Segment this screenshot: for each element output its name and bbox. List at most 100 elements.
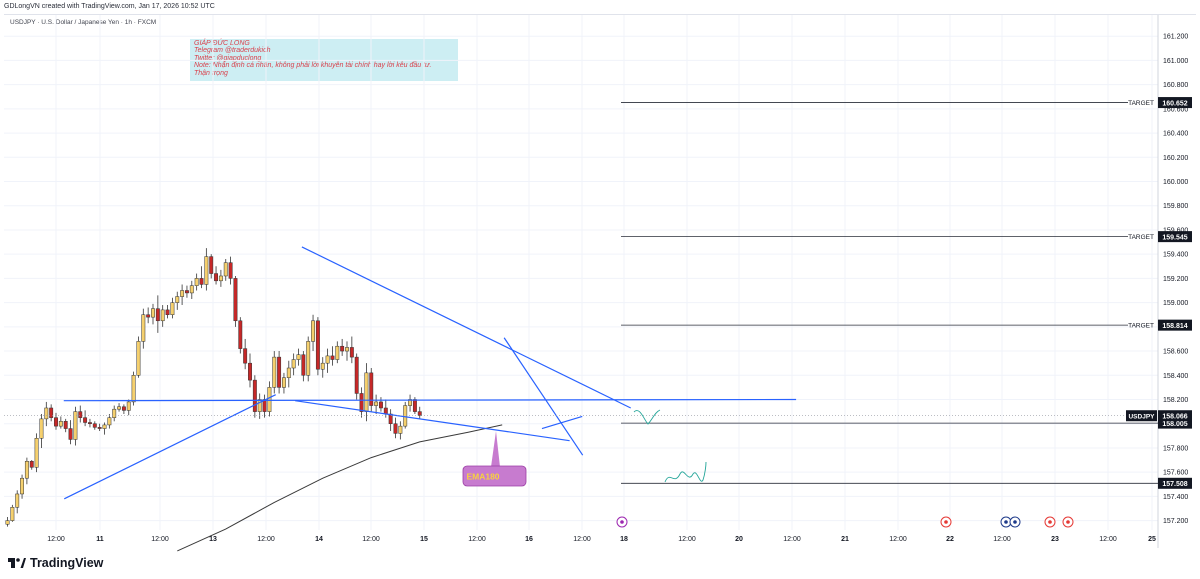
candle-body [10, 507, 15, 521]
candle-body [306, 341, 311, 376]
candle-body [136, 341, 141, 376]
candle-up [126, 399, 131, 416]
price-tick-label: 158.400 [1163, 373, 1188, 380]
candle-body [330, 355, 335, 360]
candle-down [252, 375, 257, 418]
candle-up [267, 381, 272, 417]
candle-up [117, 403, 121, 412]
tradingview-logo-text: TradingView [30, 556, 104, 570]
candle-up [151, 303, 155, 325]
price-tick-label: 160.000 [1163, 179, 1188, 186]
candle-body [238, 320, 243, 349]
candle-up [58, 416, 63, 429]
candle-up [180, 284, 185, 306]
candle-body [78, 411, 83, 418]
candle-body [83, 417, 88, 423]
candle-down [92, 421, 97, 430]
candle-down [315, 317, 320, 376]
candle-body [34, 438, 39, 468]
candle-body [165, 309, 170, 315]
candle-body [282, 377, 286, 388]
chart-credit: GDLongVN created with TradingView.com, J… [4, 3, 215, 10]
level-price-badge-text: 158.005 [1162, 421, 1187, 428]
candle-up [141, 308, 146, 349]
time-tick-label: 12:00 [468, 536, 486, 543]
candle-body [349, 347, 354, 358]
price-tick-label: 157.600 [1163, 470, 1188, 477]
candle-up [282, 372, 286, 394]
candle-body [49, 407, 54, 418]
candle-up [73, 406, 78, 446]
candle-body [107, 417, 112, 426]
price-tick-label: 157.800 [1163, 445, 1188, 452]
candle-body [354, 356, 359, 394]
candle-body [345, 347, 349, 352]
price-tick-label: 160.400 [1163, 131, 1188, 138]
target-price-badge-bg [1158, 231, 1192, 243]
price-tick-label: 159.200 [1163, 276, 1188, 283]
candle-down [354, 353, 359, 400]
chart-frame [4, 14, 1196, 548]
tradingview-brand[interactable]: TradingView [8, 556, 103, 570]
symbol-description[interactable]: USDJPY · U.S. Dollar / Japanese Yen · 1h… [10, 19, 157, 26]
candle-up [403, 401, 408, 429]
target-label: TARGET [1128, 234, 1154, 241]
candle-body [160, 309, 165, 322]
event-marker-22-dot [944, 520, 948, 524]
candle-body [126, 401, 131, 411]
last-price-badge-bg [1158, 410, 1192, 422]
candle-body [92, 423, 97, 428]
drawings-layer: TARGET TARGET TARGET EMA180 [4, 100, 1158, 500]
note-telegram: Telegram @traderdukich [194, 47, 271, 55]
candle-body [374, 401, 379, 406]
candle-body [408, 399, 413, 406]
candle-up [291, 353, 296, 376]
candle-down [185, 285, 189, 298]
time-tick-label: 12:00 [573, 536, 591, 543]
candle-body [383, 407, 388, 415]
candle-up [24, 457, 29, 485]
candle-down [121, 404, 126, 415]
candle-body [209, 256, 214, 274]
price-tick-label: 160.800 [1163, 82, 1188, 89]
candle-body [267, 387, 272, 412]
event-marker-flag-us-1-dot [1004, 520, 1008, 524]
candle-body [296, 354, 301, 360]
candle-body [131, 375, 136, 403]
candle-down [83, 410, 88, 427]
candle-up [408, 394, 413, 412]
target-price-badge-bg [1158, 319, 1192, 331]
candle-body [291, 359, 296, 369]
candle-up [257, 393, 262, 419]
price-tick-label: 157.200 [1163, 518, 1188, 525]
candle-body [286, 367, 291, 378]
candle-up [223, 259, 228, 281]
candle-up [364, 363, 369, 422]
candle-body [146, 314, 151, 318]
candle-up [272, 351, 277, 394]
event-marker-flag-us-2-dot [1013, 520, 1017, 524]
level-price-badge-bg [1158, 417, 1192, 429]
candle-down [63, 418, 68, 433]
candle-down [277, 351, 282, 394]
candle-down [301, 351, 306, 382]
candle-body [214, 273, 219, 282]
candle-down [88, 418, 92, 428]
candle-up [175, 291, 180, 310]
note-disclaimer: Note: Nhận định cá nhân, không phải lời … [194, 62, 432, 70]
trendline [503, 337, 584, 456]
grid-layer [4, 15, 1158, 530]
candle-body [141, 314, 146, 342]
note-author-name: GIÁP ĐỨC LONG [194, 40, 250, 47]
trendline [541, 415, 583, 430]
candle-up [218, 269, 223, 287]
candle-down [388, 409, 393, 431]
candle-up [320, 357, 325, 378]
tradingview-logo-icon [8, 558, 26, 568]
candles-layer [5, 248, 422, 527]
candle-up [5, 516, 10, 527]
price-tick-label: 159.000 [1163, 300, 1188, 307]
price-tick-label: 161.000 [1163, 58, 1188, 65]
time-tick-label: 12:00 [362, 536, 380, 543]
